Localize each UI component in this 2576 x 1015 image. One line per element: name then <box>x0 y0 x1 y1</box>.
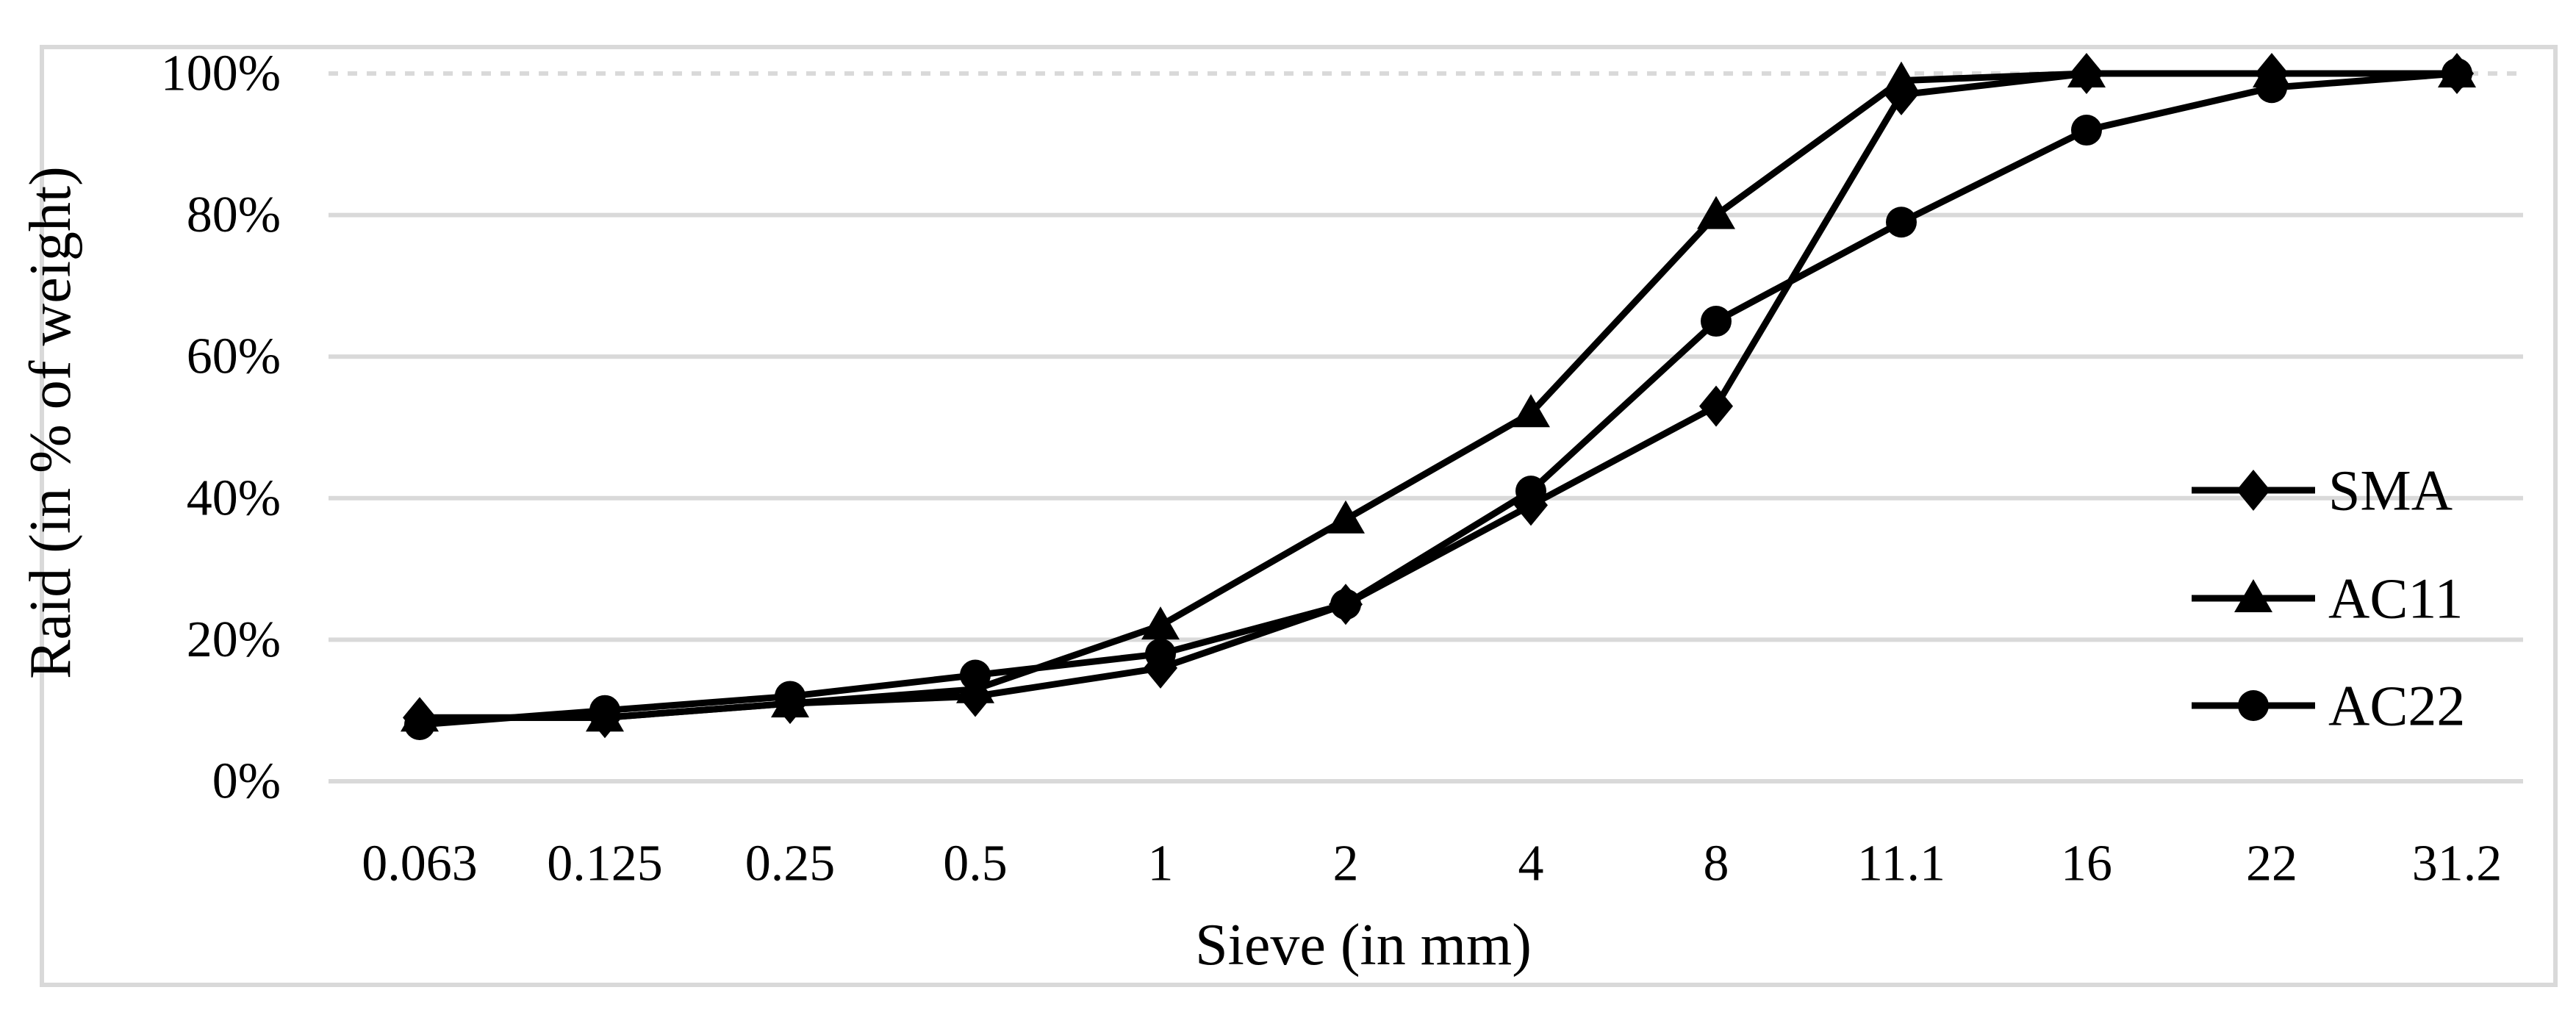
marker-triangle-AC11 <box>1327 500 1365 534</box>
x-tick-label: 8 <box>1704 836 1729 892</box>
gridlines <box>329 71 2523 783</box>
series-line-AC11 <box>420 70 2457 721</box>
marker-diamond-SMA <box>1699 385 1733 427</box>
marker-triangle-AC11 <box>1882 61 1920 95</box>
x-axis-tick-labels: 0.063 0.125 0.25 0.5 1 2 4 8 11.1 16 22 31.2 <box>362 836 2502 892</box>
legend-label: AC11 <box>2328 567 2463 631</box>
marker-circle-AC22 <box>1886 207 1917 238</box>
marker-circle-AC22 <box>2256 72 2287 104</box>
series-AC22 <box>404 58 2472 740</box>
series-line-AC22 <box>419 70 2458 728</box>
legend-label: AC22 <box>2328 674 2465 738</box>
marker-circle-AC22 <box>2071 115 2102 146</box>
x-tick-label: 16 <box>2061 836 2112 892</box>
series-AC11 <box>401 54 2476 732</box>
marker-circle-AC22 <box>1701 306 1732 337</box>
y-tick-label: 80% <box>187 187 281 243</box>
x-tick-label: 0.063 <box>362 836 478 892</box>
x-tick-label: 0.25 <box>745 836 836 892</box>
x-tick-label: 0.5 <box>943 836 1008 892</box>
legend-item-AC22: AC22 <box>2192 674 2465 738</box>
marker-triangle-AC11 <box>1697 196 1735 229</box>
y-tick-label: 0% <box>212 753 281 810</box>
marker-circle-AC22 <box>1330 589 1361 620</box>
marker-triangle-AC11 <box>2067 54 2106 87</box>
series-SMA <box>403 53 2474 739</box>
y-tick-label: 60% <box>187 329 281 385</box>
x-tick-label: 4 <box>1518 836 1544 892</box>
x-tick-label: 0.125 <box>547 836 663 892</box>
legend-item-SMA: SMA <box>2192 459 2453 523</box>
marker-triangle-AC11 <box>1141 606 1180 640</box>
marker-triangle-AC11 <box>1512 394 1550 428</box>
legend: SMA AC11 AC22 <box>2192 459 2465 738</box>
y-axis-tick-labels: 0% 20% 40% 60% 80% 100% <box>161 46 281 810</box>
series-line-SMA <box>420 70 2457 721</box>
x-axis-title: Sieve (in mm) <box>1195 913 1532 978</box>
marker-circle-AC22 <box>404 709 435 740</box>
data-series <box>401 53 2476 740</box>
legend-circle-icon <box>2238 690 2269 721</box>
marker-circle-AC22 <box>2442 58 2472 89</box>
legend-triangle-icon <box>2234 579 2272 612</box>
legend-item-AC11: AC11 <box>2192 567 2463 631</box>
x-tick-label: 1 <box>1148 836 1174 892</box>
marker-circle-AC22 <box>1515 476 1546 507</box>
figure-frame <box>40 45 2558 987</box>
x-tick-label: 22 <box>2246 836 2297 892</box>
y-axis-title: Raid (in % of weight) <box>18 166 83 679</box>
marker-circle-AC22 <box>1145 638 1176 670</box>
x-tick-label: 31.2 <box>2412 836 2503 892</box>
x-tick-label: 11.1 <box>1857 836 1945 892</box>
marker-circle-AC22 <box>960 659 991 691</box>
y-tick-label: 100% <box>161 46 281 102</box>
x-tick-label: 2 <box>1333 836 1359 892</box>
y-tick-label: 20% <box>187 611 281 668</box>
legend-label: SMA <box>2328 459 2453 523</box>
y-tick-label: 40% <box>187 470 281 526</box>
marker-circle-AC22 <box>775 681 806 712</box>
legend-diamond-icon <box>2236 470 2270 511</box>
marker-circle-AC22 <box>589 695 620 726</box>
